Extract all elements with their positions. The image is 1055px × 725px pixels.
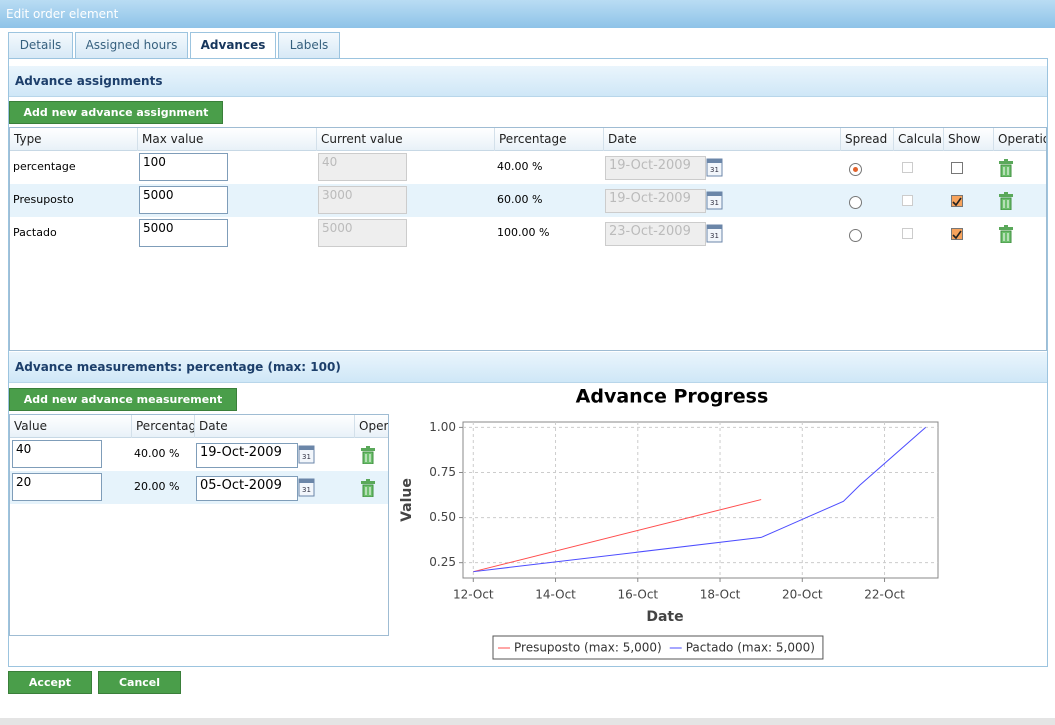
delete-icon[interactable] bbox=[361, 479, 375, 498]
legend bbox=[492, 635, 824, 660]
svg-text:31: 31 bbox=[302, 486, 311, 494]
x-tick-label: 20-Oct bbox=[782, 588, 823, 602]
x-tick-label: 22-Oct bbox=[864, 588, 905, 602]
calendar-icon[interactable]: 31 bbox=[706, 190, 723, 210]
chart: Advance Progress Date Value 12-Oct 14-Oct… bbox=[399, 386, 939, 660]
delete-icon[interactable] bbox=[999, 159, 1013, 178]
delete-icon[interactable] bbox=[999, 192, 1013, 211]
calculated-checkbox bbox=[902, 162, 913, 173]
x-tick-label: 12-Oct bbox=[453, 588, 494, 602]
current-value-input: 5000 bbox=[318, 219, 407, 247]
calendar-icon[interactable]: 31 bbox=[706, 223, 723, 243]
tab[interactable]: Advances bbox=[190, 32, 276, 59]
spread-radio[interactable] bbox=[849, 196, 862, 209]
calculated-checkbox bbox=[902, 228, 913, 239]
y-tick-label: 0.25 bbox=[429, 555, 456, 569]
max-value-input[interactable]: 100 bbox=[139, 153, 228, 181]
svg-text:31: 31 bbox=[710, 166, 719, 174]
window-title: Edit order element bbox=[0, 0, 1055, 28]
y-axis-label: Value bbox=[399, 478, 415, 522]
add-button[interactable]: Add new advance measurement bbox=[9, 388, 237, 411]
y-tick-label: 1.00 bbox=[429, 420, 456, 434]
section-header: Advance assignments bbox=[9, 66, 1047, 97]
y-tick-label: 0.50 bbox=[429, 510, 456, 524]
legend-label: Pactado (max: 5,000) bbox=[686, 641, 815, 655]
calendar-icon[interactable]: 31 bbox=[298, 444, 315, 464]
type-cell: percentage bbox=[13, 160, 76, 173]
assignments-table: Type Max value Current value Percentage … bbox=[9, 127, 1047, 351]
show-checkbox[interactable] bbox=[951, 195, 963, 207]
spread-radio[interactable] bbox=[849, 163, 862, 176]
show-checkbox[interactable] bbox=[951, 162, 963, 174]
y-tick-label: 0.75 bbox=[429, 465, 456, 479]
status-bar bbox=[0, 718, 1055, 725]
current-value-input: 40 bbox=[318, 153, 407, 181]
type-cell: Pactado bbox=[13, 226, 57, 239]
column-header: Percentage bbox=[494, 128, 603, 151]
x-tick-label: 18-Oct bbox=[700, 588, 741, 602]
column-header: Date bbox=[194, 415, 354, 438]
chart-title: Advance Progress bbox=[576, 386, 769, 408]
percentage-cell: 20.00 % bbox=[134, 480, 180, 493]
data-line bbox=[473, 427, 926, 573]
column-header: Value bbox=[14, 419, 47, 433]
percentage-cell: 60.00 % bbox=[497, 193, 543, 206]
tab[interactable]: Labels bbox=[278, 32, 340, 58]
percentage-cell: 40.00 % bbox=[134, 447, 180, 460]
column-header: Calcula bbox=[893, 128, 943, 151]
x-axis-label: Date bbox=[646, 609, 683, 625]
delete-icon[interactable] bbox=[999, 225, 1013, 244]
measurements-table: Value Percentag Date Opera bbox=[9, 414, 389, 636]
date-input[interactable]: 05-Oct-2009 bbox=[196, 476, 298, 501]
value-input[interactable]: 40 bbox=[12, 440, 102, 468]
column-header: Spread bbox=[840, 128, 893, 151]
data-line bbox=[473, 499, 762, 573]
tab[interactable]: Assigned hours bbox=[75, 32, 188, 58]
tab[interactable]: Details bbox=[8, 32, 73, 58]
column-header: Date bbox=[603, 128, 840, 151]
max-value-input[interactable]: 5000 bbox=[139, 219, 228, 247]
table-header: Type Max value Current value Percentage … bbox=[10, 128, 1046, 151]
section-header: Advance measurements: percentage (max: 1… bbox=[9, 352, 1047, 383]
delete-icon[interactable] bbox=[361, 446, 375, 465]
date-input[interactable]: 19-Oct-2009 bbox=[196, 443, 298, 468]
x-tick-label: 16-Oct bbox=[617, 588, 658, 602]
calendar-icon[interactable]: 31 bbox=[298, 477, 315, 497]
add-button[interactable]: Add new advance assignment bbox=[9, 101, 223, 124]
accept-button[interactable]: Accept bbox=[8, 671, 92, 694]
show-checkbox[interactable] bbox=[951, 228, 963, 240]
svg-text:31: 31 bbox=[302, 453, 311, 461]
cancel-button[interactable]: Cancel bbox=[98, 671, 181, 694]
calculated-checkbox bbox=[902, 195, 913, 206]
svg-text:31: 31 bbox=[710, 232, 719, 240]
max-value-input[interactable]: 5000 bbox=[139, 186, 228, 214]
column-header: Type bbox=[14, 132, 42, 146]
column-header: Show bbox=[943, 128, 993, 151]
x-tick-label: 14-Oct bbox=[535, 588, 576, 602]
percentage-cell: 40.00 % bbox=[497, 160, 543, 173]
calendar-icon[interactable]: 31 bbox=[706, 157, 723, 177]
column-header: Operatio bbox=[993, 128, 1046, 151]
type-cell: Presuposto bbox=[13, 193, 74, 206]
date-input: 19-Oct-2009 bbox=[605, 189, 706, 213]
plot-area bbox=[462, 421, 939, 579]
date-input: 23-Oct-2009 bbox=[605, 222, 706, 246]
legend-label: Presuposto (max: 5,000) bbox=[514, 641, 662, 655]
table-header: Value Percentag Date Opera bbox=[10, 415, 388, 438]
column-header: Percentag bbox=[131, 415, 194, 438]
column-header: Opera bbox=[354, 415, 388, 438]
svg-text:31: 31 bbox=[710, 199, 719, 207]
current-value-input: 3000 bbox=[318, 186, 407, 214]
column-header: Current value bbox=[316, 128, 494, 151]
value-input[interactable]: 20 bbox=[12, 473, 102, 501]
spread-radio[interactable] bbox=[849, 229, 862, 242]
date-input: 19-Oct-2009 bbox=[605, 156, 706, 180]
column-header: Max value bbox=[137, 128, 316, 151]
panel bbox=[8, 58, 1048, 667]
percentage-cell: 100.00 % bbox=[497, 226, 550, 239]
